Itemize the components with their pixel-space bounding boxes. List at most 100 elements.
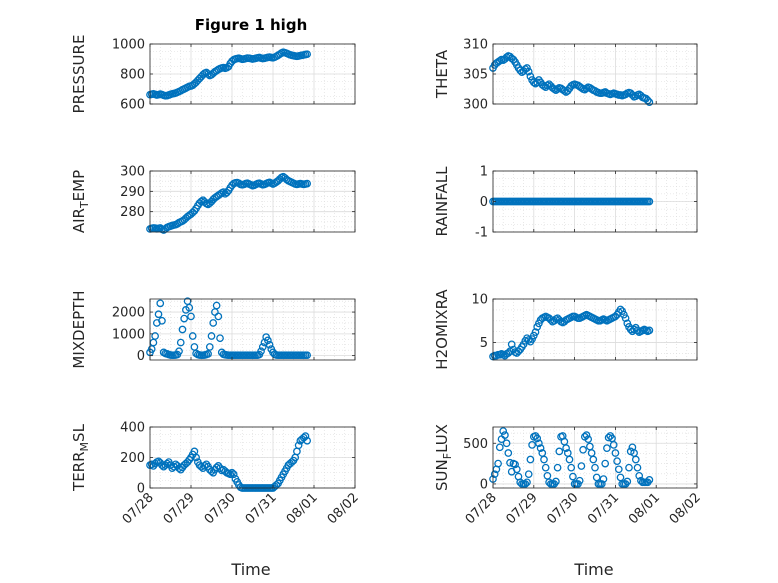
y-tick-label: 5 xyxy=(480,336,488,351)
data-point xyxy=(207,332,216,340)
data-point xyxy=(635,471,644,480)
data-point xyxy=(214,312,223,321)
data-point xyxy=(565,455,574,464)
data-point xyxy=(614,465,623,474)
panel-sun-flux: 07/28 07/29 07/30 07/31 08/01 08/02 0 500 SUNFLU… xyxy=(433,424,704,527)
panel-mixdepth: 0 1000 2000 MIXDEPTH xyxy=(70,290,356,369)
data-point xyxy=(526,72,535,81)
y-tick-label: 0 xyxy=(480,477,488,492)
data-point xyxy=(633,463,642,472)
data-point xyxy=(294,441,303,450)
data-point xyxy=(523,64,531,72)
y-tick-label: 1000 xyxy=(112,38,145,53)
y-axis-label: SUNFLUX xyxy=(433,424,454,491)
data-point xyxy=(228,468,236,477)
y-tick-label: 2000 xyxy=(112,306,145,321)
y-axis-label-subscript: F xyxy=(441,453,454,459)
y-tick-label: 0 xyxy=(137,349,145,364)
data-point xyxy=(265,340,274,349)
data-point xyxy=(591,463,599,472)
data-point xyxy=(552,477,560,486)
y-axis-label-tail: LUX xyxy=(433,424,451,453)
y-axis-label-subscript: M xyxy=(78,442,91,452)
y-tick-label: 0 xyxy=(480,195,488,210)
panel-air-temp: 280 290 300 AIRTEMP xyxy=(70,165,356,234)
data-point xyxy=(553,463,562,472)
data-point xyxy=(185,303,194,312)
data-point xyxy=(582,431,591,439)
x-tick-label: 07/28 xyxy=(463,490,500,527)
x-axis-label-left: Time xyxy=(230,560,270,579)
y-axis-label: THETA xyxy=(433,49,451,99)
data-point xyxy=(616,305,625,314)
x-tick-label: 07/31 xyxy=(243,490,280,527)
data-point xyxy=(501,431,509,439)
panel-rainfall: -1 0 1 RAINFALL xyxy=(433,165,698,241)
y-tick-label: 0 xyxy=(137,482,145,497)
x-tick-label: 08/02 xyxy=(325,490,362,527)
data-point xyxy=(645,476,654,484)
data-point xyxy=(175,347,183,356)
data-point xyxy=(158,316,166,325)
data-point xyxy=(526,455,535,464)
data-point xyxy=(219,188,228,196)
data-point xyxy=(553,85,562,93)
data-point xyxy=(569,472,577,481)
x-tick-label: 07/31 xyxy=(585,490,622,527)
data-point xyxy=(541,463,550,472)
data-point xyxy=(180,314,189,323)
data-point xyxy=(567,463,576,472)
data-point xyxy=(494,459,502,468)
y-tick-label: 400 xyxy=(120,421,145,436)
data-point xyxy=(151,332,159,340)
data-point xyxy=(200,462,209,470)
y-tick-label: 600 xyxy=(120,98,145,113)
axes-box xyxy=(492,426,698,489)
data-point xyxy=(226,470,235,479)
x-tick-label: 07/29 xyxy=(161,490,198,527)
data-point xyxy=(562,444,570,452)
panel-terr-msl: 07/28 07/29 07/30 07/31 08/01 08/020200400TER… xyxy=(70,421,362,528)
data-point xyxy=(604,433,613,442)
data-point xyxy=(209,319,218,327)
data-point xyxy=(204,350,212,358)
data-point xyxy=(582,84,591,93)
figure-title: Figure 1 high xyxy=(195,16,308,34)
data-point xyxy=(546,316,555,324)
y-tick-label: 500 xyxy=(463,437,488,452)
y-axis-label: MIXDEPTH xyxy=(70,290,88,368)
data-point xyxy=(524,470,533,479)
x-tick-label: 07/30 xyxy=(202,490,239,527)
x-tick-label: 07/29 xyxy=(504,490,541,527)
y-tick-label: 10 xyxy=(471,293,488,308)
data-point xyxy=(258,343,267,351)
data-point xyxy=(495,56,504,65)
data-point xyxy=(178,325,187,334)
data-point xyxy=(631,455,640,464)
y-axis-label: PRESSURE xyxy=(70,35,88,114)
data-point xyxy=(192,453,200,462)
data-point xyxy=(645,197,654,206)
data-point xyxy=(516,66,525,75)
data-point xyxy=(507,340,516,349)
data-point xyxy=(645,326,654,335)
y-axis-label-tail: EMP xyxy=(70,170,88,201)
y-tick-label: 1 xyxy=(480,165,488,180)
y-axis-label: TERRMSL xyxy=(70,423,91,492)
y-axis-label-main: AIR xyxy=(70,208,88,233)
y-tick-label: 800 xyxy=(120,68,145,83)
data-point xyxy=(188,332,197,340)
y-axis-label-main: H2OMIXRA xyxy=(433,289,451,370)
data-point xyxy=(528,441,536,449)
data-point xyxy=(584,435,593,444)
data-point xyxy=(601,459,610,468)
data-point xyxy=(303,351,312,360)
x-tick-label: 07/30 xyxy=(544,490,581,527)
y-axis-label: RAINFALL xyxy=(433,166,451,237)
data-point xyxy=(176,338,185,347)
data-point xyxy=(303,50,312,59)
axes-box xyxy=(149,170,356,233)
data-point xyxy=(154,310,163,319)
data-point xyxy=(599,475,608,483)
